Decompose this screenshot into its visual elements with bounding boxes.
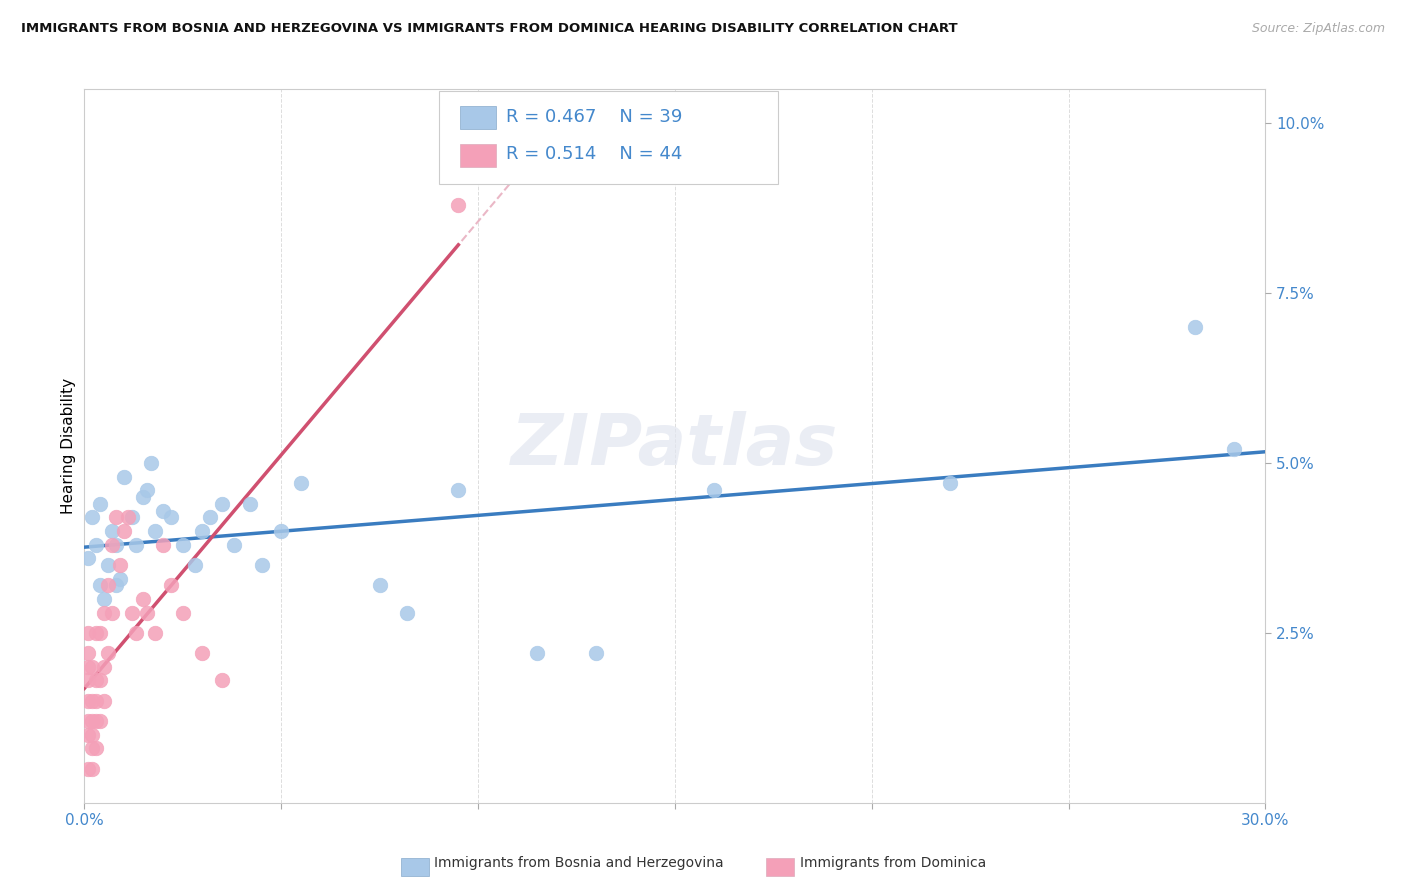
Point [1223,442,1246,457]
Point [101,524,124,538]
Point [82,694,104,708]
Point [104,578,127,592]
Point [172,606,194,620]
Text: Immigrants from Bosnia and Herzegovina: Immigrants from Bosnia and Herzegovina [434,855,724,870]
Point [84,673,107,688]
Point [160,578,183,592]
Point [101,537,124,551]
Point [84,714,107,729]
Point [82,741,104,756]
Point [136,483,159,498]
Point [172,537,194,551]
Point [117,510,139,524]
Point [77,551,100,566]
Point [77,660,100,674]
Point [93,694,115,708]
Text: ZIPatlas: ZIPatlas [512,411,838,481]
Point [77,673,100,688]
Point [290,476,312,491]
Point [82,728,104,742]
Point [396,606,419,620]
Point [82,660,104,674]
Point [93,660,115,674]
Point [104,510,127,524]
Point [585,646,607,660]
Point [250,558,273,572]
Point [200,510,222,524]
Point [939,476,962,491]
Point [77,626,100,640]
Point [121,606,143,620]
Point [97,578,120,592]
Point [526,646,548,660]
Point [124,537,146,551]
Point [84,626,107,640]
Point [121,510,143,524]
Point [89,626,111,640]
Point [108,572,131,586]
Point [160,510,183,524]
Point [97,558,120,572]
Point [183,558,205,572]
Point [89,497,111,511]
Point [82,714,104,729]
Point [82,762,104,776]
Point [152,503,174,517]
Text: Immigrants from Dominica: Immigrants from Dominica [800,855,986,870]
Y-axis label: Hearing Disability: Hearing Disability [60,378,76,514]
Point [77,728,100,742]
Point [77,646,100,660]
Point [82,510,104,524]
Point [191,524,214,538]
Point [77,762,100,776]
Point [132,591,155,606]
Point [191,646,214,660]
Point [112,469,135,483]
Point [143,626,166,640]
Text: IMMIGRANTS FROM BOSNIA AND HERZEGOVINA VS IMMIGRANTS FROM DOMINICA HEARING DISAB: IMMIGRANTS FROM BOSNIA AND HERZEGOVINA V… [21,22,957,36]
Point [93,591,115,606]
Point [211,673,233,688]
Text: R = 0.467    N = 39: R = 0.467 N = 39 [506,108,682,126]
Point [89,578,111,592]
Point [239,497,262,511]
Point [703,483,725,498]
Point [77,714,100,729]
Point [143,524,166,538]
Point [124,626,146,640]
Point [84,741,107,756]
Point [89,673,111,688]
Point [368,578,391,592]
Point [108,558,131,572]
Point [132,490,155,504]
Point [84,537,107,551]
Point [104,537,127,551]
Text: Source: ZipAtlas.com: Source: ZipAtlas.com [1251,22,1385,36]
Text: R = 0.514    N = 44: R = 0.514 N = 44 [506,145,682,163]
Point [141,456,163,470]
Point [211,497,233,511]
Point [447,483,470,498]
Point [152,537,174,551]
Point [101,606,124,620]
Point [447,198,470,212]
Point [77,694,100,708]
Point [270,524,292,538]
Point [93,606,115,620]
Point [84,694,107,708]
Point [89,714,111,729]
Point [136,606,159,620]
Point [112,524,135,538]
Point [222,537,245,551]
Point [97,646,120,660]
Point [1184,320,1206,334]
